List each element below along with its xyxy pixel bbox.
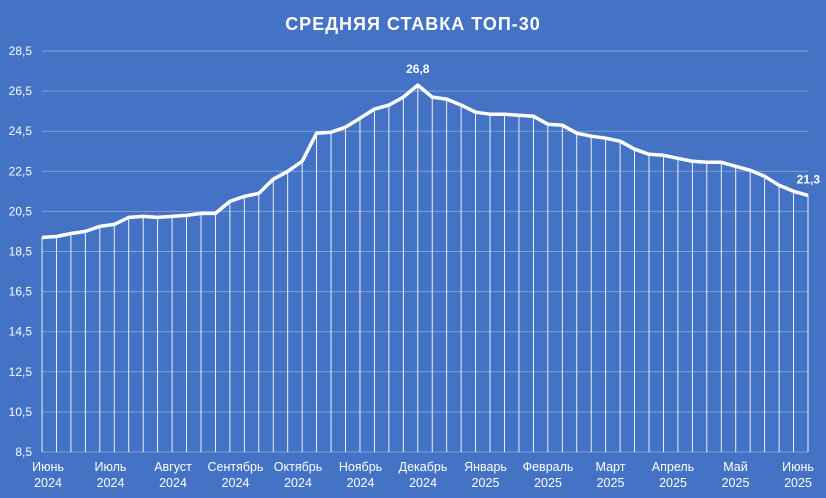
droplines (41, 85, 809, 452)
x-tick-year: 2025 (534, 476, 562, 490)
x-tick-month: Январь (464, 460, 507, 474)
x-tick-month: Июль (95, 460, 127, 474)
x-tick-year: 2024 (409, 476, 437, 490)
y-tick-label: 20,5 (9, 204, 33, 218)
y-tick-label: 12,5 (9, 365, 33, 379)
x-tick-year: 2025 (784, 476, 812, 490)
y-tick-label: 28,5 (9, 44, 33, 58)
x-tick-month: Май (723, 460, 748, 474)
x-tick-year: 2024 (34, 476, 62, 490)
x-tick-year: 2025 (597, 476, 625, 490)
x-tick-year: 2024 (159, 476, 187, 490)
x-tick-month: Апрель (652, 460, 694, 474)
y-tick-label: 24,5 (9, 124, 33, 138)
x-tick-month: Июнь (782, 460, 814, 474)
y-axis: 8,5 10,5 12,5 14,5 16,5 18,5 20,5 22,5 24,5 26,5 2… (9, 44, 33, 459)
x-tick-year: 2025 (472, 476, 500, 490)
y-tick-label: 10,5 (9, 405, 33, 419)
gridlines (42, 50, 808, 453)
series-line (41, 83, 809, 240)
x-tick-month: Июнь (32, 460, 64, 474)
y-tick-label: 26,5 (9, 84, 33, 98)
x-tick-month: Август (154, 460, 192, 474)
data-labels: 26,8 21,3 (406, 62, 820, 186)
y-tick-label: 22,5 (9, 164, 33, 178)
x-tick-year: 2024 (347, 476, 375, 490)
y-tick-label: 8,5 (15, 445, 32, 459)
x-tick-year: 2024 (222, 476, 250, 490)
x-tick-year: 2025 (722, 476, 750, 490)
x-tick-month: Ноябрь (339, 460, 382, 474)
y-tick-label: 16,5 (9, 285, 33, 299)
y-tick-label: 18,5 (9, 245, 33, 259)
chart-title: СРЕДНЯЯ СТАВКА ТОП-30 (285, 14, 541, 34)
data-label: 21,3 (797, 172, 821, 186)
x-tick-year: 2025 (659, 476, 687, 490)
x-axis: Июнь 2024 Июль 2024 Август 2024 Сентябрь 2024 Ок… (32, 460, 814, 490)
x-tick-month: Октябрь (274, 460, 322, 474)
x-tick-month: Февраль (523, 460, 574, 474)
x-tick-month: Декабрь (399, 460, 448, 474)
x-tick-year: 2024 (97, 476, 125, 490)
x-tick-month: Сентябрь (208, 460, 264, 474)
y-tick-label: 14,5 (9, 325, 33, 339)
x-tick-year: 2024 (284, 476, 312, 490)
data-label: 26,8 (406, 62, 430, 76)
x-tick-month: Март (596, 460, 626, 474)
